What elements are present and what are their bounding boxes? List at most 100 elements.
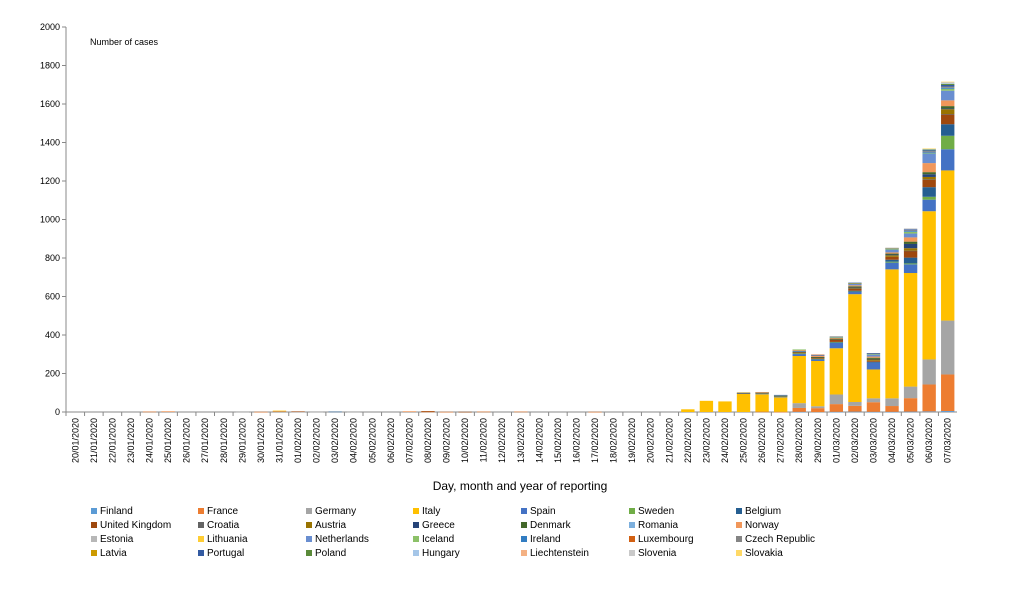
y-tick-label: 1800	[40, 61, 60, 71]
legend-swatch	[629, 536, 635, 542]
bar-segment-ireland	[941, 87, 955, 89]
bar-segment-slovenia	[885, 247, 899, 249]
bar-segment-spain	[773, 396, 788, 398]
bar-segment-united-kingdom	[903, 250, 918, 258]
bar-segment-austria	[736, 392, 751, 394]
bar-segment-sweden	[903, 263, 918, 265]
legend-label: Denmark	[530, 520, 572, 531]
legend-label: Lithuania	[207, 534, 248, 545]
bar-segment-italy	[699, 400, 714, 412]
bar-segment-croatia	[848, 288, 862, 290]
legend-swatch	[521, 536, 527, 542]
legend-label: Norway	[745, 520, 779, 531]
bar-segment-germany	[309, 411, 324, 413]
bar-segment-france	[792, 407, 806, 412]
legend-swatch	[629, 550, 635, 556]
legend-label: Romania	[638, 520, 678, 531]
legend-swatch	[91, 508, 97, 514]
bar-segment-sweden	[773, 396, 788, 397]
bar-segment-germany	[811, 406, 825, 409]
legend-label: Finland	[100, 506, 133, 517]
bar-segment-ireland	[922, 152, 936, 154]
bar-segment-belgium	[941, 124, 955, 136]
x-tick-label: 20/02/2020	[646, 418, 656, 463]
bar-segment-sweden	[885, 261, 899, 263]
bar-segment-spain	[848, 291, 862, 295]
y-tick-label: 1200	[40, 176, 60, 186]
bar-segment-france	[941, 374, 955, 412]
bar-segment-denmark	[829, 338, 844, 340]
bar-segment-portugal	[848, 282, 862, 284]
bar-segment-italy	[718, 401, 732, 412]
y-tick-label: 2000	[40, 22, 60, 32]
legend-label: Italy	[422, 506, 440, 517]
legend-label: Greece	[422, 520, 455, 531]
bar-segment-poland	[941, 83, 955, 85]
x-tick-label: 24/02/2020	[720, 418, 730, 463]
bar-segment-austria	[792, 351, 806, 353]
bar-segment-finland	[941, 411, 955, 412]
bar-segment-hungary	[922, 149, 936, 150]
bar-segment-germany	[347, 411, 361, 413]
bar-segment-denmark	[885, 253, 899, 255]
bar-segment-denmark	[866, 357, 881, 359]
bar-segment-finland	[792, 411, 806, 413]
x-tick-label: 28/01/2020	[219, 418, 229, 463]
bar-segment-united-kingdom	[458, 411, 472, 413]
bar-segment-iceland	[792, 349, 806, 351]
bar-segment-sweden	[829, 341, 844, 343]
bar-segment-france	[514, 411, 528, 413]
bar-segment-finland	[922, 411, 936, 413]
legend-label: Ireland	[530, 534, 561, 545]
bar-segment-germany	[885, 398, 899, 407]
bar-segment-portugal	[922, 150, 936, 152]
y-tick-label: 200	[45, 369, 60, 379]
bar-segment-sweden	[755, 393, 769, 394]
bar-segment-slovakia	[922, 148, 936, 150]
bar-segment-finland	[903, 411, 918, 413]
legend-label: Croatia	[207, 520, 240, 531]
bar-segment-italy	[681, 409, 695, 412]
bar-segment-norway	[755, 391, 769, 393]
legend-label: Latvia	[100, 548, 127, 559]
x-tick-label: 06/02/2020	[386, 418, 396, 463]
x-tick-label: 07/02/2020	[404, 418, 414, 463]
bar-segment-denmark	[903, 241, 918, 244]
legend-label: Slovakia	[745, 548, 783, 559]
bar-segment-france	[848, 405, 862, 412]
y-axis: 0 200 400 600 800 1000 1200 1400 1600 1800 2000	[40, 22, 67, 417]
legend-label: Estonia	[100, 534, 134, 545]
bar-segment-spain	[941, 149, 955, 171]
bar-segment-italy	[885, 269, 899, 399]
x-tick-label: 04/02/2020	[349, 418, 359, 463]
legend-swatch	[91, 522, 97, 528]
x-tick-label: 19/02/2020	[627, 418, 637, 463]
bar-segment-netherlands	[848, 283, 862, 286]
bar-segment-greece	[792, 351, 806, 352]
bar-segment-denmark	[848, 286, 862, 288]
bar-segment-france	[866, 402, 881, 412]
legend-swatch	[306, 550, 312, 556]
bar-segment-germany	[272, 411, 287, 412]
bar-segment-finland	[885, 411, 899, 413]
bar-segment-france	[439, 411, 454, 413]
bar-segment-germany	[903, 386, 918, 399]
x-tick-label: 25/01/2020	[163, 418, 173, 463]
legend-swatch	[736, 550, 742, 556]
x-tick-label: 03/02/2020	[330, 418, 340, 463]
bar-segment-austria	[922, 176, 936, 180]
bar-segment-portugal	[903, 229, 918, 231]
x-tick-label: 05/02/2020	[367, 418, 377, 463]
legend-swatch	[91, 536, 97, 542]
bar-segment-norway	[866, 356, 881, 358]
bar-segment-italy	[736, 393, 751, 412]
bar-segment-belgium	[328, 411, 342, 413]
legend-label: Iceland	[422, 534, 454, 545]
x-tick-label: 04/03/2020	[887, 418, 897, 463]
legend-swatch	[521, 508, 527, 514]
x-tick-label: 10/02/2020	[460, 418, 470, 463]
bar-segment-spain	[792, 354, 806, 356]
bar-segment-france	[402, 411, 417, 413]
bar-segment-sweden	[792, 353, 806, 355]
x-tick-label: 28/02/2020	[794, 418, 804, 463]
